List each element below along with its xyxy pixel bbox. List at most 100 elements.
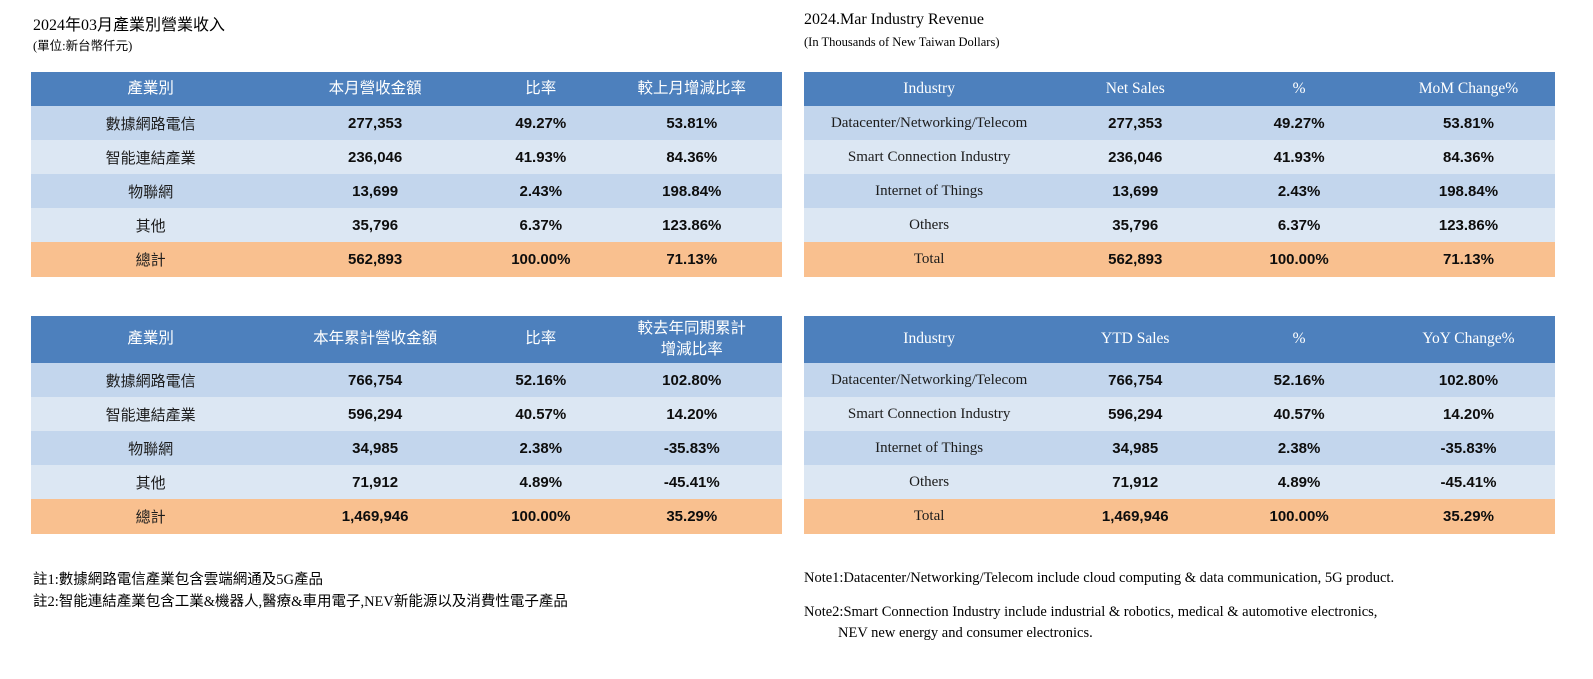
value-cell: 1,469,946 [270,499,481,534]
industry-cell: Datacenter/Networking/Telecom [804,106,1055,140]
column-header: 產業別 [31,72,271,106]
value-cell: 34,985 [1054,431,1217,465]
industry-cell: Smart Connection Industry [804,140,1055,174]
value-cell: 100.00% [480,242,602,277]
value-cell: 14.20% [1381,397,1555,431]
column-header: % [1216,316,1382,363]
industry-cell: 總計 [31,242,271,277]
value-cell: 198.84% [601,174,782,208]
industry-cell: 智能連結產業 [31,397,271,431]
table-row: 物聯網 13,699 2.43% 198.84% [31,174,782,208]
industry-cell: Total [804,242,1055,277]
table-row: Internet of Things 13,699 2.43% 198.84% [804,174,1555,208]
column-header: 較上月增減比率 [601,72,782,106]
value-cell: 53.81% [601,106,782,140]
ytd-revenue-table-en: Industry YTD Sales% YoY Change% Datacenter/… [804,316,1555,534]
report-unit-en: (In Thousands of New Taiwan Dollars) [804,35,1000,49]
value-cell: 41.93% [1216,140,1382,174]
column-header: 本年累計營收金額 [270,316,481,363]
value-cell: 2.43% [480,174,602,208]
total-row: Total 1,469,946 100.00% 35.29% [804,499,1555,534]
column-header: Net Sales [1054,72,1217,106]
column-header: 比率 [480,72,602,106]
table-row: Smart Connection Industry 596,294 40.57% 14… [804,397,1555,431]
value-cell: 35.29% [1381,499,1555,534]
industry-cell: 數據網路電信 [31,106,271,140]
value-cell: 100.00% [1216,499,1382,534]
value-cell: 123.86% [1381,208,1555,242]
column-header: Industry [804,316,1055,363]
value-cell: -35.83% [1381,431,1555,465]
monthly-revenue-table-en: Industry Net Sales% MoM Change% Datacenter/… [804,72,1555,277]
value-cell: 14.20% [601,397,782,431]
industry-cell: Internet of Things [804,174,1055,208]
total-row: 總計 1,469,946 100.00% 35.29% [31,499,782,534]
table-row: Datacenter/Networking/Telecom 766,754 52.1… [804,363,1555,397]
value-cell: 1,469,946 [1054,499,1217,534]
value-cell: 6.37% [480,208,602,242]
value-cell: 2.38% [1216,431,1382,465]
value-cell: 100.00% [480,499,602,534]
total-row: Total 562,893 100.00% 71.13% [804,242,1555,277]
value-cell: 40.57% [1216,397,1382,431]
industry-cell: Others [804,465,1055,499]
value-cell: 6.37% [1216,208,1382,242]
column-header: Industry [804,72,1055,106]
value-cell: 71.13% [1381,242,1555,277]
value-cell: 4.89% [1216,465,1382,499]
report-title-zh: 2024年03月產業別營業收入 [33,17,226,34]
column-header: % [1216,72,1382,106]
report-unit-zh: (單位:新台幣仟元) [33,39,133,53]
report-title-en: 2024.Mar Industry Revenue [804,11,984,28]
value-cell: 102.80% [601,363,782,397]
note-1-zh: 註1:數據網路電信產業包含雲端網通及5G產品 [33,572,323,588]
value-cell: 766,754 [270,363,481,397]
value-cell: 236,046 [270,140,481,174]
value-cell: 562,893 [1054,242,1217,277]
value-cell: 596,294 [1054,397,1217,431]
value-cell: 766,754 [1054,363,1217,397]
value-cell: 35.29% [601,499,782,534]
value-cell: 71.13% [601,242,782,277]
value-cell: 596,294 [270,397,481,431]
industry-cell: 物聯網 [31,431,271,465]
industry-cell: Datacenter/Networking/Telecom [804,363,1055,397]
column-header: 比率 [480,316,602,363]
monthly-revenue-table-zh: 產業別 本月營收金額 比率 較上月增減比率 數據網路電信 277,353 49.27% 53.… [31,72,782,277]
header-row: 產業別 本年累計營收金額 比率 較去年同期累計 增減比率 [31,316,782,363]
value-cell: 84.36% [1381,140,1555,174]
industry-cell: Total [804,499,1055,534]
table-row: Smart Connection Industry 236,046 41.93% 84… [804,140,1555,174]
table-row: 數據網路電信 277,353 49.27% 53.81% [31,106,782,140]
industry-cell: 總計 [31,499,271,534]
value-cell: 562,893 [270,242,481,277]
value-cell: 277,353 [1054,106,1217,140]
value-cell: 4.89% [480,465,602,499]
table-row: Internet of Things 34,985 2.38% -35.83% [804,431,1555,465]
value-cell: 236,046 [1054,140,1217,174]
table-row: 其他 35,796 6.37% 123.86% [31,208,782,242]
industry-cell: 智能連結產業 [31,140,271,174]
value-cell: 13,699 [270,174,481,208]
value-cell: 2.43% [1216,174,1382,208]
value-cell: 41.93% [480,140,602,174]
value-cell: 52.16% [480,363,602,397]
table-row: 數據網路電信 766,754 52.16% 102.80% [31,363,782,397]
column-header: 較去年同期累計 增減比率 [601,316,782,363]
value-cell: 100.00% [1216,242,1382,277]
value-cell: 35,796 [1054,208,1217,242]
value-cell: -35.83% [601,431,782,465]
industry-cell: Others [804,208,1055,242]
value-cell: 13,699 [1054,174,1217,208]
value-cell: 35,796 [270,208,481,242]
value-cell: 2.38% [480,431,602,465]
value-cell: 34,985 [270,431,481,465]
industry-cell: Smart Connection Industry [804,397,1055,431]
industry-cell: 數據網路電信 [31,363,271,397]
value-cell: 71,912 [1054,465,1217,499]
column-header: MoM Change% [1381,72,1555,106]
table-row: 物聯網 34,985 2.38% -35.83% [31,431,782,465]
value-cell: 49.27% [1216,106,1382,140]
column-header: YoY Change% [1381,316,1555,363]
